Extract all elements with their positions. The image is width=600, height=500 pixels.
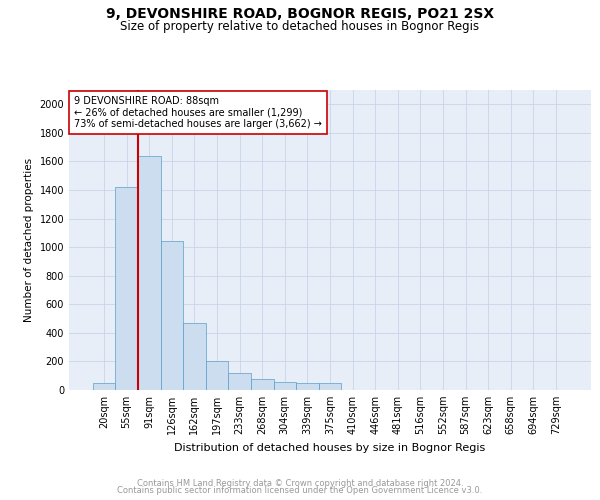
- Bar: [296, 382, 319, 390]
- Y-axis label: Number of detached properties: Number of detached properties: [24, 158, 34, 322]
- Bar: [206, 362, 229, 390]
- Text: Size of property relative to detached houses in Bognor Regis: Size of property relative to detached ho…: [121, 20, 479, 33]
- Bar: [115, 187, 138, 390]
- Bar: [93, 383, 115, 390]
- Text: Contains HM Land Registry data © Crown copyright and database right 2024.: Contains HM Land Registry data © Crown c…: [137, 478, 463, 488]
- Bar: [274, 382, 296, 390]
- Bar: [319, 383, 341, 390]
- Text: 9, DEVONSHIRE ROAD, BOGNOR REGIS, PO21 2SX: 9, DEVONSHIRE ROAD, BOGNOR REGIS, PO21 2…: [106, 8, 494, 22]
- Bar: [183, 323, 206, 390]
- Text: Contains public sector information licensed under the Open Government Licence v3: Contains public sector information licen…: [118, 486, 482, 495]
- Bar: [138, 156, 161, 390]
- X-axis label: Distribution of detached houses by size in Bognor Regis: Distribution of detached houses by size …: [175, 442, 485, 452]
- Text: 9 DEVONSHIRE ROAD: 88sqm
← 26% of detached houses are smaller (1,299)
73% of sem: 9 DEVONSHIRE ROAD: 88sqm ← 26% of detach…: [74, 96, 322, 129]
- Bar: [161, 242, 183, 390]
- Bar: [251, 380, 274, 390]
- Bar: [229, 373, 251, 390]
